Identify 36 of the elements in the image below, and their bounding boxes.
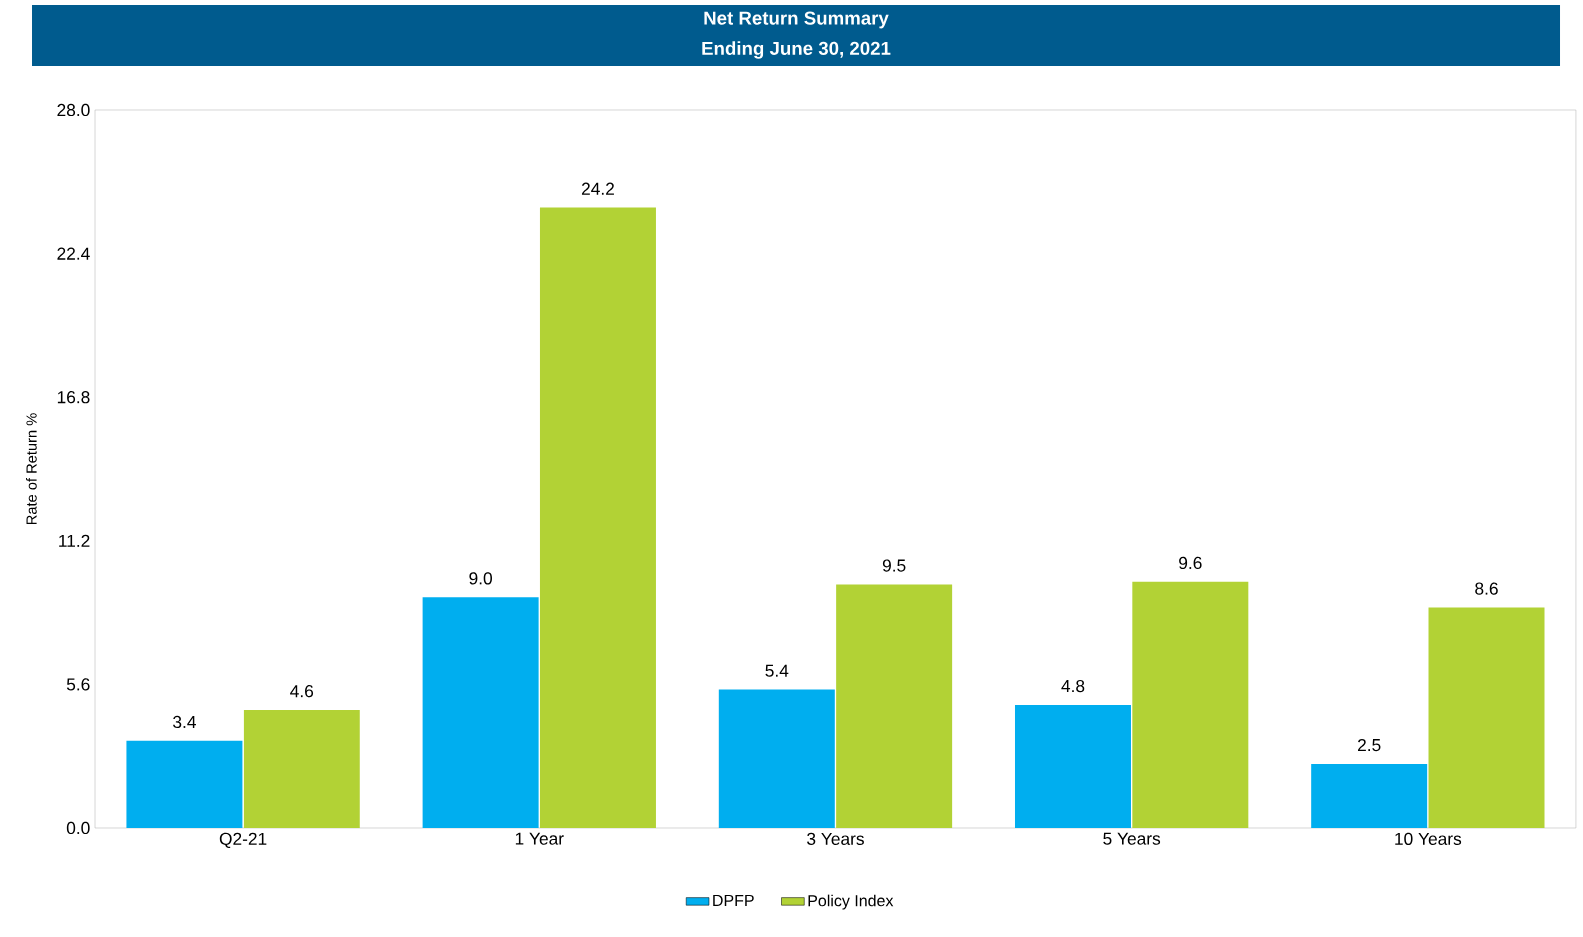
bar [422, 597, 539, 828]
bar [718, 689, 835, 828]
data-label: 3.4 [173, 715, 196, 729]
chart-subtitle: Ending June 30, 2021 [702, 41, 891, 59]
y-tick-label: 22.4 [57, 247, 90, 260]
bar [1428, 607, 1545, 828]
bar [539, 207, 656, 828]
data-label: 9.6 [1179, 556, 1202, 570]
bar [243, 710, 360, 828]
x-tick-label: 3 Years [807, 832, 864, 845]
bar [126, 740, 243, 828]
x-tick-label: Q2-21 [219, 832, 267, 849]
bar [836, 584, 953, 828]
data-label: 24.2 [581, 182, 614, 195]
chart-title: Net Return Summary [704, 11, 889, 29]
x-tick-label: 1 Year [515, 832, 564, 845]
y-axis-title: Rate of Return % [26, 413, 37, 525]
x-tick-label: 10 Years [1395, 832, 1462, 845]
legend-label: DPFP [713, 894, 754, 906]
x-tick-label: 5 Years [1103, 832, 1161, 845]
data-label: 4.8 [1061, 679, 1085, 693]
y-tick-label: 11.2 [59, 534, 90, 547]
y-tick-label: 5.6 [66, 678, 90, 691]
legend-label: Policy Index [808, 894, 894, 910]
data-label: 5.4 [765, 664, 789, 677]
bar [1014, 704, 1131, 828]
data-label: 9.5 [882, 559, 906, 572]
y-tick-label: 0.0 [66, 821, 90, 835]
y-tick-label: 16.8 [57, 391, 90, 404]
data-label: 8.6 [1475, 582, 1498, 595]
data-label: 2.5 [1358, 738, 1381, 752]
data-label: 9.0 [469, 572, 492, 585]
bar [1132, 581, 1249, 828]
bar [1311, 763, 1428, 828]
y-tick-label: 28.0 [57, 103, 90, 117]
data-label: 4.6 [290, 685, 314, 698]
